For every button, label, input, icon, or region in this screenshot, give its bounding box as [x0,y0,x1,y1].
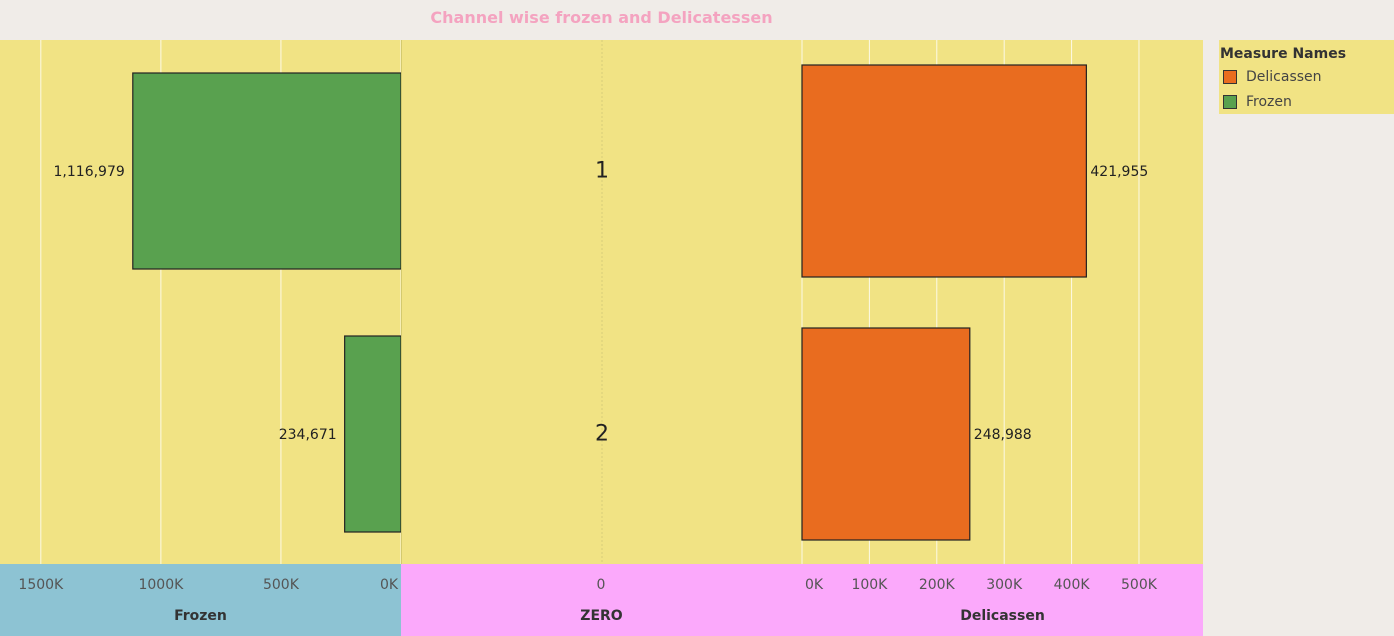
legend-title: Measure Names [1220,46,1347,62]
x-tick-label: 0K [804,577,824,593]
legend-swatch-delicassen [1223,70,1237,84]
legend: Measure Names Delicassen Frozen [1219,40,1394,114]
data-label: 421,955 [1090,164,1148,180]
delicassen-axis-title: Delicassen [960,608,1045,624]
frozen-axis: Frozen 1500K 1000K 500K 0K [0,564,401,636]
bar-frozen-1 [132,72,402,270]
delicassen-plot-svg: 421,955 248,988 [801,40,1148,564]
data-label: 234,671 [279,427,337,443]
legend-item-delicassen[interactable]: Delicassen [1223,69,1322,85]
zero-plot-svg [601,40,603,564]
bar-frozen-2 [344,335,402,533]
bar-delicassen-1 [801,64,1087,278]
legend-swatch-frozen [1223,95,1237,109]
zero-axis: ZERO 0 [401,564,802,636]
x-tick-label: 0 [596,577,606,593]
x-tick-label: 100K [851,577,888,593]
x-tick-label: 1000K [138,577,184,593]
chart-title: Channel wise frozen and Delicatessen [430,8,773,27]
x-tick-label: 200K [918,577,955,593]
delicassen-panel: 421,955 248,988 [801,40,1203,564]
frozen-plot-svg: 1,116,979 234,671 [40,40,402,564]
category-label-2: 2 [595,421,609,447]
data-label: 248,988 [974,427,1032,443]
bar-delicassen-2 [801,327,971,541]
x-tick-label: 300K [986,577,1023,593]
delicassen-axis: Delicassen 0K 100K 200K 300K 400K 500K [802,564,1203,636]
frozen-panel: 1,116,979 234,671 [0,40,402,564]
category-label-1: 1 [595,158,609,184]
legend-label-frozen: Frozen [1246,94,1292,110]
x-tick-label: 500K [262,577,299,593]
legend-item-frozen[interactable]: Frozen [1223,94,1292,110]
zero-axis-title: ZERO [580,608,623,624]
frozen-axis-title: Frozen [174,608,227,624]
legend-label-delicassen: Delicassen [1246,69,1322,85]
zero-panel: 1 2 [401,40,802,564]
data-label: 1,116,979 [54,164,125,180]
x-tick-label: 0K [379,577,399,593]
x-tick-label: 500K [1121,577,1157,593]
x-tick-label: 400K [1053,577,1090,593]
x-tick-label: 1500K [18,577,64,593]
